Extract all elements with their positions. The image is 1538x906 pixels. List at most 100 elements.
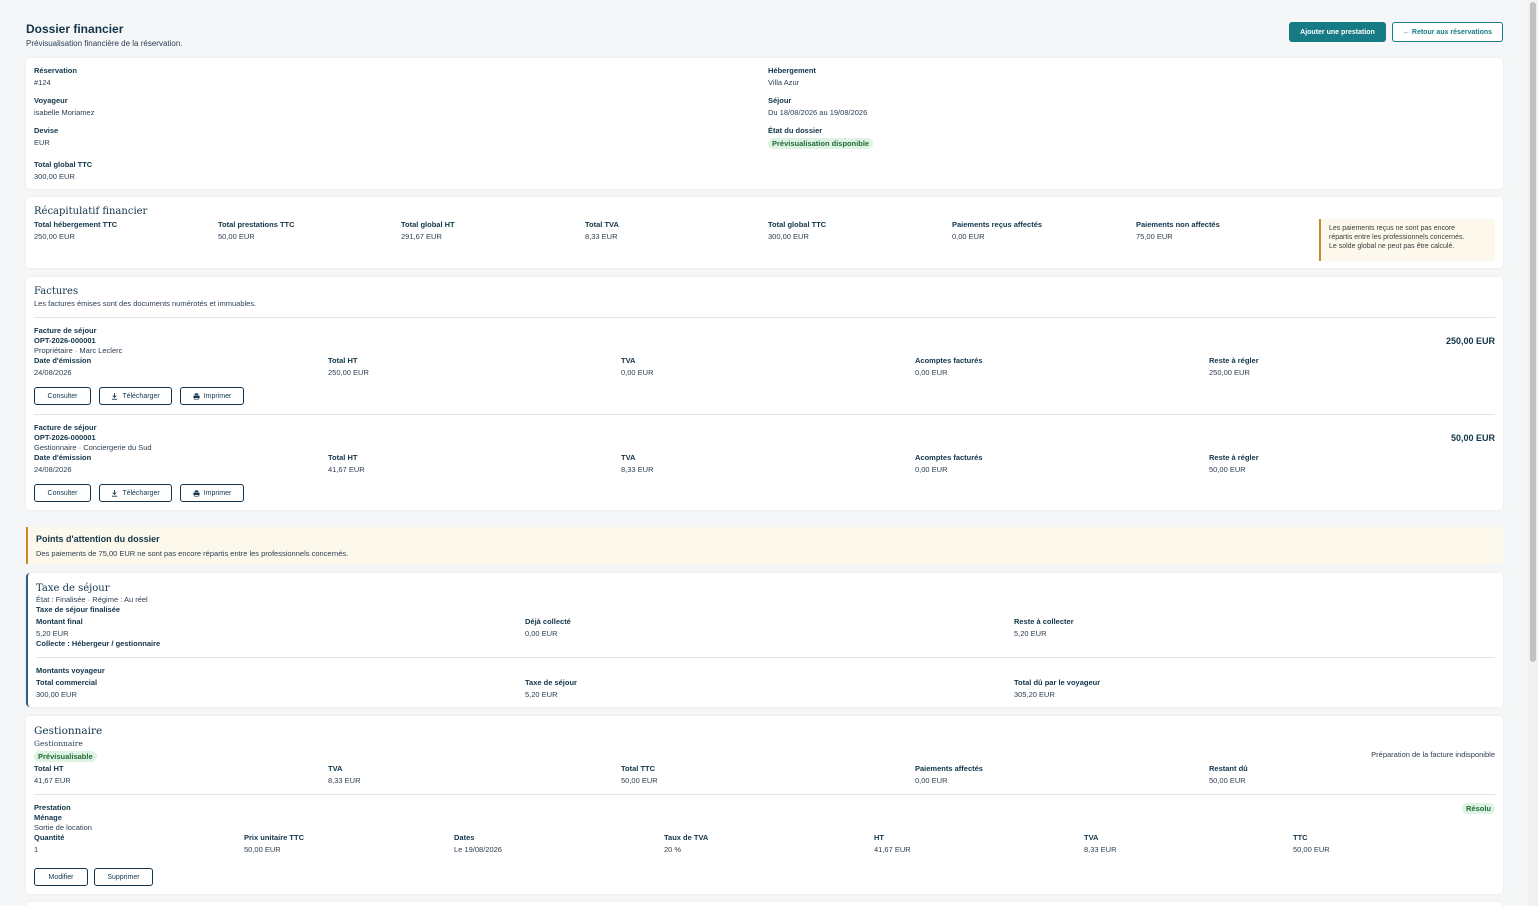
invoice-tva-label: TVA xyxy=(621,356,636,365)
invoice-owner: Gestionnaire · Conciergerie du Sud xyxy=(34,443,152,452)
imprimer-label: Imprimer xyxy=(203,392,232,400)
back-to-reservations-button[interactable]: ← Retour aux réservations xyxy=(1392,22,1503,42)
prestation-name: Ménage xyxy=(34,813,62,822)
divider xyxy=(36,657,1495,658)
recap-item-value: 8,33 EUR xyxy=(585,232,618,241)
invoice-ht-label: Total HT xyxy=(328,356,358,365)
attention-title: Points d'attention du dossier xyxy=(36,534,160,544)
montants-voyageur-title: Montants voyageur xyxy=(36,666,105,675)
gest-total-label: Restant dû xyxy=(1209,764,1248,773)
invoice-date-label: Date d'émission xyxy=(34,453,92,462)
modifier-button[interactable]: Modifier xyxy=(34,868,88,886)
imprimer-button[interactable]: Imprimer xyxy=(180,387,244,405)
recap-item-label: Total prestations TTC xyxy=(218,220,295,229)
divider xyxy=(34,414,1495,415)
divider xyxy=(34,317,1495,318)
prestation-col-value: 50,00 EUR xyxy=(1293,845,1330,854)
taxe-reste-label: Reste à collecter xyxy=(1014,617,1074,626)
consulter-button[interactable]: Consulter xyxy=(34,387,91,405)
invoice-number: OPT-2026-000001 xyxy=(34,336,96,345)
recap-item-value: 300,00 EUR xyxy=(768,232,809,241)
taxe-sejour-label: Taxe de séjour xyxy=(525,678,577,687)
attention-text: Des paiements de 75,00 EUR ne sont pas e… xyxy=(36,549,349,558)
attention-banner: Points d'attention du dossier Des paieme… xyxy=(26,527,1503,564)
recap-item-label: Total global TTC xyxy=(768,220,827,229)
recap-item-label: Total hébergement TTC xyxy=(34,220,118,229)
scrollbar-thumb[interactable] xyxy=(1530,2,1536,662)
devise-label: Devise xyxy=(34,126,59,135)
total-label: Total global TTC xyxy=(34,160,93,169)
taxe-montant-label: Montant final xyxy=(36,617,83,626)
prestation-col-label: Dates xyxy=(454,833,475,842)
taxe-sejour-card: Taxe de séjour État : Finalisée · Régime… xyxy=(26,573,1503,707)
invoice-acomptes-label: Acomptes facturés xyxy=(915,453,983,462)
telecharger-button[interactable]: Télécharger xyxy=(99,387,172,405)
prestation-col-value: 8,33 EUR xyxy=(1084,845,1117,854)
etat-badge: Prévisualisation disponible xyxy=(768,138,874,149)
gest-total-value: 50,00 EUR xyxy=(621,776,658,785)
recap-warning-note: Les paiements reçus ne sont pas encore r… xyxy=(1319,219,1495,261)
factures-subtitle: Les factures émises sont des documents n… xyxy=(34,299,257,308)
invoice-ht-value: 41,67 EUR xyxy=(328,465,365,474)
invoice-amount: 250,00 EUR xyxy=(1445,336,1495,346)
invoice-amount: 50,00 EUR xyxy=(1450,433,1495,443)
imprimer-label: Imprimer xyxy=(203,489,232,497)
invoice-reste-value: 50,00 EUR xyxy=(1209,465,1246,474)
telecharger-button[interactable]: Télécharger xyxy=(99,484,172,502)
hebergement-value: Villa Azur xyxy=(768,78,800,87)
recap-item-value: 50,00 EUR xyxy=(218,232,255,241)
recap-item-value: 0,00 EUR xyxy=(952,232,985,241)
hebergement-label: Hébergement xyxy=(768,66,816,75)
page-subtitle: Prévisualisation financière de la réserv… xyxy=(26,39,183,48)
invoice-tva-value: 0,00 EUR xyxy=(621,368,654,377)
recap-item-value: 291,67 EUR xyxy=(401,232,442,241)
invoice-date-value: 24/08/2026 xyxy=(34,368,72,377)
invoice-date-value: 24/08/2026 xyxy=(34,465,72,474)
gest-total-value: 41,67 EUR xyxy=(34,776,71,785)
invoice-owner: Propriétaire · Marc Leclerc xyxy=(34,346,123,355)
sejour-label: Séjour xyxy=(768,96,792,105)
telecharger-label: Télécharger xyxy=(122,392,160,400)
invoice-date-label: Date d'émission xyxy=(34,356,92,365)
total-commercial-value: 300,00 EUR xyxy=(36,690,77,699)
imprimer-button[interactable]: Imprimer xyxy=(180,484,244,502)
page-scrollbar[interactable] xyxy=(1528,0,1538,906)
recap-card: Récapitulatif financier Total hébergemen… xyxy=(26,197,1503,268)
devise-value: EUR xyxy=(34,138,50,147)
gestionnaire-title: Gestionnaire xyxy=(34,725,103,737)
download-icon xyxy=(112,489,118,497)
back-button-label: Retour aux réservations xyxy=(1411,28,1493,36)
note-line: Les paiements reçus ne sont pas encore xyxy=(1329,225,1456,232)
prestation-col-label: Taux de TVA xyxy=(664,833,709,842)
invoice-reste-value: 250,00 EUR xyxy=(1209,368,1250,377)
divider xyxy=(34,794,1495,795)
factures-card: Factures Les factures émises sont des do… xyxy=(26,277,1503,510)
supprimer-button[interactable]: Supprimer xyxy=(94,868,153,886)
taxe-status: Taxe de séjour finalisée xyxy=(36,605,121,614)
printer-icon xyxy=(193,489,200,497)
voyageur-value: isabelle Moriamez xyxy=(34,108,95,117)
prestation-col-value: 50,00 EUR xyxy=(244,845,281,854)
consulter-button[interactable]: Consulter xyxy=(34,484,91,502)
prestation-desc: Sortie de location xyxy=(34,823,92,832)
etat-label: État du dossier xyxy=(768,126,823,135)
next-card-edge xyxy=(26,902,1503,906)
prestation-col-label: Quantité xyxy=(34,833,65,842)
recap-item-label: Total TVA xyxy=(585,220,619,229)
invoice-unavailable-note: Préparation de la facture indisponible xyxy=(1371,750,1495,759)
add-prestation-button[interactable]: Ajouter une prestation xyxy=(1289,22,1386,42)
taxe-collecte-by: Collecte : Hébergeur / gestionnaire xyxy=(36,639,161,648)
invoice-acomptes-label: Acomptes facturés xyxy=(915,356,983,365)
printer-icon xyxy=(193,392,200,400)
taxe-sejour-value: 5,20 EUR xyxy=(525,690,558,699)
reservation-info-card: Réservation #124 Hébergement Villa Azur … xyxy=(26,58,1503,189)
prestation-col-value: Le 19/08/2026 xyxy=(454,845,502,854)
total-du-label: Total dû par le voyageur xyxy=(1014,678,1101,687)
recap-item-value: 75,00 EUR xyxy=(1136,232,1173,241)
page-title: Dossier financier xyxy=(26,22,124,36)
prestation-col-label: TVA xyxy=(1084,833,1099,842)
resolved-badge: Résolu xyxy=(1461,803,1495,814)
invoice-tva-label: TVA xyxy=(621,453,636,462)
taxe-reste-value: 5,20 EUR xyxy=(1014,629,1047,638)
total-commercial-label: Total commercial xyxy=(36,678,98,687)
